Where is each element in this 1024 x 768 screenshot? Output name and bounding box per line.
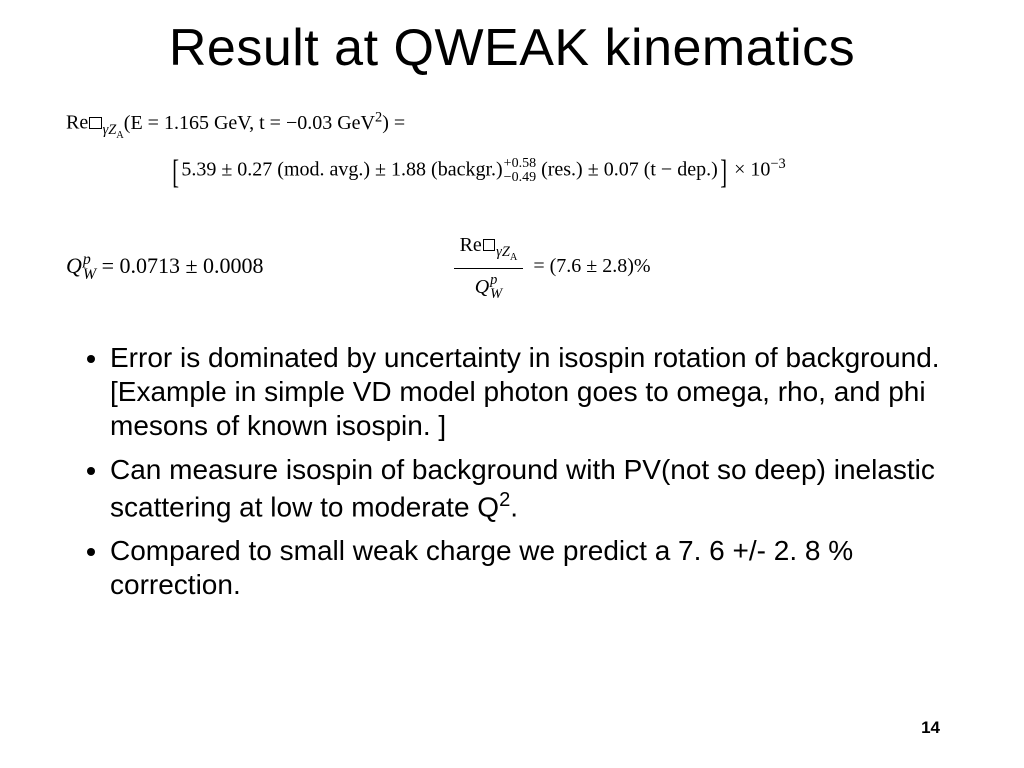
equation-line-2: [5.39 ± 0.27 (mod. avg.) ± 1.88 (backgr.… xyxy=(170,146,964,200)
gammaz-sub: γZ xyxy=(103,122,117,138)
fraction-numerator: ReγZA xyxy=(454,229,524,269)
equation-row-3: QpW = 0.0713 ± 0.0008 ReγZA QpW = (7.6 ±… xyxy=(66,229,964,303)
page-number: 14 xyxy=(921,718,940,738)
eq-args: (E = 1.165 GeV, t = −0.03 GeV2) = xyxy=(124,112,405,134)
qw-subsup: pW xyxy=(83,252,96,282)
qw-value: QpW = 0.0713 ± 0.0008 xyxy=(66,248,264,283)
left-bracket-icon: [ xyxy=(172,146,179,200)
list-item: Error is dominated by uncertainty in iso… xyxy=(110,341,954,443)
central-value: 5.39 ± 0.27 (mod. avg.) ± 1.88 (backgr.) xyxy=(181,159,502,181)
equation-block: ReγZA(E = 1.165 GeV, t = −0.03 GeV2) = [… xyxy=(60,106,964,303)
exp-value: −3 xyxy=(770,156,785,172)
list-item: Compared to small weak charge we predict… xyxy=(110,534,954,602)
a-subsub: A xyxy=(116,130,123,141)
bullet-list: Error is dominated by uncertainty in iso… xyxy=(60,341,964,602)
slide: Result at QWEAK kinematics ReγZA(E = 1.1… xyxy=(0,0,1024,768)
box-icon xyxy=(483,239,495,251)
box-icon xyxy=(89,117,101,129)
fraction-denominator: QpW xyxy=(454,269,524,303)
equation-line-1: ReγZA(E = 1.165 GeV, t = −0.03 GeV2) = xyxy=(66,106,964,144)
times-ten: × 10 xyxy=(729,159,770,181)
right-bracket-icon: ] xyxy=(720,146,727,200)
list-item: Can measure isospin of background with P… xyxy=(110,453,954,524)
fraction: ReγZA QpW xyxy=(454,229,524,303)
slide-title: Result at QWEAK kinematics xyxy=(60,18,964,78)
re-label: Re xyxy=(66,112,88,134)
ratio-value: = (7.6 ± 2.8)% xyxy=(533,250,650,282)
ratio-block: ReγZA QpW = (7.6 ± 2.8)% xyxy=(454,229,651,303)
asym-error: +0.58−0.49 xyxy=(504,157,536,185)
res-label: (res.) ± 0.07 (t − dep.) xyxy=(536,159,718,181)
